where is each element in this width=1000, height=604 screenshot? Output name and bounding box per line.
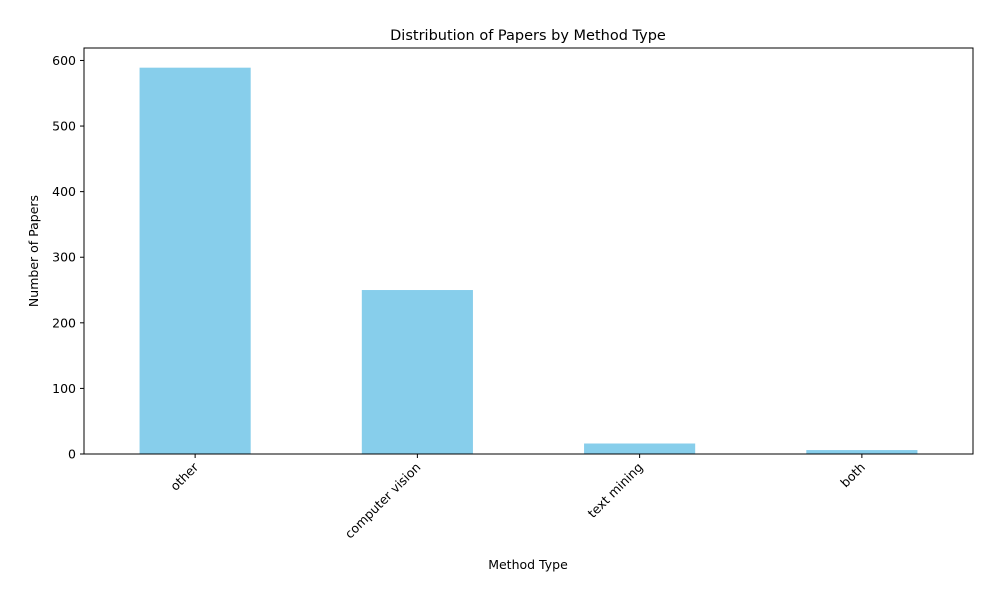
y-tick-label: 0 xyxy=(68,447,76,462)
plot-area xyxy=(83,47,974,455)
y-tick-label: 300 xyxy=(52,250,76,265)
bar-computer-vision xyxy=(361,290,473,454)
x-axis-label: Method Type xyxy=(488,557,568,572)
chart-title: Distribution of Papers by Method Type xyxy=(390,28,666,44)
y-tick-label: 100 xyxy=(52,381,76,396)
bars-group xyxy=(139,67,918,455)
bar-text-mining xyxy=(584,443,696,454)
bar-other xyxy=(139,67,251,455)
y-axis-label: Number of Papers xyxy=(26,195,41,307)
y-tick-label: 600 xyxy=(52,53,76,68)
y-tick-label: 400 xyxy=(52,184,76,199)
y-tick-label: 200 xyxy=(52,315,76,330)
plot-frame xyxy=(83,47,974,455)
bar-both xyxy=(806,450,918,454)
y-tick-label: 500 xyxy=(52,119,76,134)
y-axis: 0 100 200 300 400 500 600 xyxy=(52,53,84,462)
